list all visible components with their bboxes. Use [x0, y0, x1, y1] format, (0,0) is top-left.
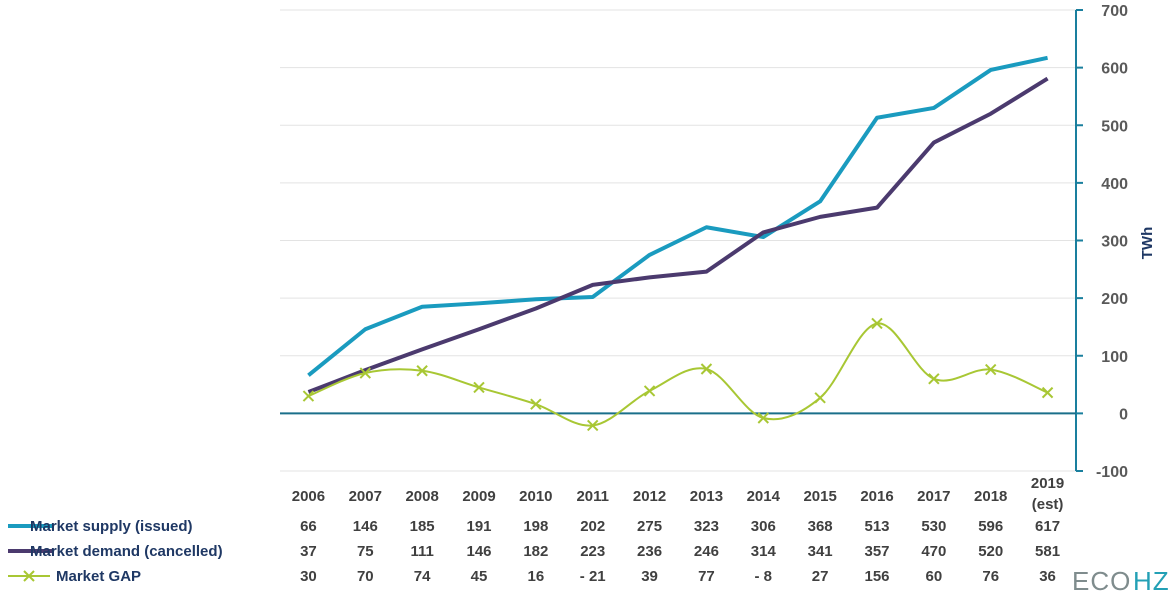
x-category-label: 2008: [405, 488, 438, 505]
data-table-cell: 111: [410, 543, 433, 560]
data-table-cell: 198: [523, 518, 548, 535]
x-category-label: 2017: [917, 488, 950, 505]
data-table-cell: 357: [864, 543, 889, 560]
y-tick-label: 200: [1101, 291, 1128, 308]
data-table: Market supply (issued) 66 146 185 191 198 202 2…: [8, 518, 1060, 585]
y-tick-label: 700: [1101, 3, 1128, 20]
data-table-cell: 156: [864, 568, 889, 585]
x-category-label: 2007: [349, 488, 382, 505]
data-table-cell: 37: [300, 543, 317, 560]
data-table-cell: - 21: [580, 568, 606, 585]
data-table-cell: 182: [523, 543, 548, 560]
data-table-cell: 306: [751, 518, 776, 535]
data-table-cell: 596: [978, 518, 1003, 535]
data-table-cell: 368: [808, 518, 833, 535]
y-axis: -100 0 100 200 300 400 500 600 700: [280, 3, 1128, 481]
x-category-label: 2010: [519, 488, 552, 505]
series-line-market-demand: [307, 76, 1049, 394]
data-table-cell: 16: [528, 568, 545, 585]
data-table-cell: 74: [414, 568, 431, 585]
x-category-label: 2016: [860, 488, 893, 505]
data-table-cell: 75: [357, 543, 374, 560]
y-tick-label: 300: [1101, 234, 1128, 251]
data-table-cell: 275: [637, 518, 662, 535]
data-table-cell: 470: [921, 543, 946, 560]
data-point-marker: [416, 365, 428, 377]
x-category-label: 2011: [576, 488, 609, 505]
data-point-marker: [530, 398, 542, 410]
x-category-label: 2014: [747, 488, 781, 505]
data-table-cell: 323: [694, 518, 719, 535]
data-table-cell: - 8: [755, 568, 773, 585]
data-table-cell: 223: [580, 543, 605, 560]
y-tick-label: 500: [1101, 118, 1128, 135]
y-axis-label: TWh: [1139, 227, 1156, 259]
data-table-cell: 314: [751, 543, 777, 560]
data-table-cell: 76: [982, 568, 999, 585]
data-point-marker: [473, 381, 485, 394]
data-point-marker: [302, 390, 315, 402]
x-axis-categories: 2006 2007 2008 2009 2010 2011 2012 2013 2014 2015…: [292, 475, 1065, 513]
y-tick-label: -100: [1096, 464, 1128, 481]
data-table-cell: 36: [1039, 568, 1056, 585]
x-category-label: 2013: [690, 488, 723, 505]
y-tick-label: 0: [1119, 406, 1128, 423]
legend-key: [8, 570, 50, 582]
data-point-marker: [928, 373, 940, 385]
x-category-label: 2015: [803, 488, 836, 505]
data-point-marker: [757, 412, 769, 424]
data-table-cell: 30: [300, 568, 317, 585]
data-table-cell: 202: [580, 518, 605, 535]
ecohz-logo: ECO HZ: [1072, 566, 1170, 596]
data-table-cell: 45: [471, 568, 488, 585]
data-table-row-label: Market demand (cancelled): [30, 543, 223, 560]
series-line-market-supply: [307, 55, 1048, 377]
data-table-cell: 581: [1035, 543, 1060, 560]
data-table-cell: 513: [864, 518, 889, 535]
x-category-label: 2019 (est): [1031, 475, 1064, 513]
data-table-row-label: Market GAP: [56, 568, 141, 585]
data-table-cell: 246: [694, 543, 719, 560]
data-table-cell: 520: [978, 543, 1003, 560]
data-point-marker: [1041, 386, 1054, 399]
data-point-marker: [700, 363, 713, 375]
data-table-cell: 77: [698, 568, 715, 585]
data-table-cell: 236: [637, 543, 662, 560]
series-lines: [302, 55, 1054, 432]
data-point-marker: [814, 392, 826, 404]
data-point-marker: [359, 367, 371, 379]
data-point-marker: [643, 385, 656, 397]
logo-text-eco: ECO: [1072, 566, 1131, 596]
data-point-marker: [985, 363, 997, 376]
data-table-cell: 146: [466, 543, 491, 560]
data-point-marker: [871, 317, 883, 330]
x-category-label: 2012: [633, 488, 666, 505]
data-point-marker: [587, 419, 599, 432]
data-table-cell: 191: [466, 518, 491, 535]
data-table-cell: 530: [921, 518, 946, 535]
data-table-cell: 341: [808, 543, 833, 560]
logo-text-hz: HZ: [1133, 566, 1170, 596]
series-line-market-gap: [308, 322, 1048, 427]
data-table-cell: 66: [300, 518, 317, 535]
gridlines: [280, 9, 1076, 472]
data-table-cell: 617: [1035, 518, 1060, 535]
data-table-cell: 27: [812, 568, 829, 585]
y-tick-label: 600: [1101, 61, 1128, 78]
x-category-label: 2006: [292, 488, 325, 505]
data-table-cell: 70: [357, 568, 374, 585]
x-category-label: 2018: [974, 488, 1007, 505]
data-table-cell: 39: [641, 568, 658, 585]
data-table-cell: 185: [410, 518, 435, 535]
y-tick-label: 100: [1101, 349, 1128, 366]
x-category-label: 2009: [462, 488, 495, 505]
y-tick-label: 400: [1101, 176, 1128, 193]
data-table-cell: 60: [926, 568, 943, 585]
data-table-cell: 146: [353, 518, 378, 535]
data-table-row-label: Market supply (issued): [30, 518, 193, 535]
